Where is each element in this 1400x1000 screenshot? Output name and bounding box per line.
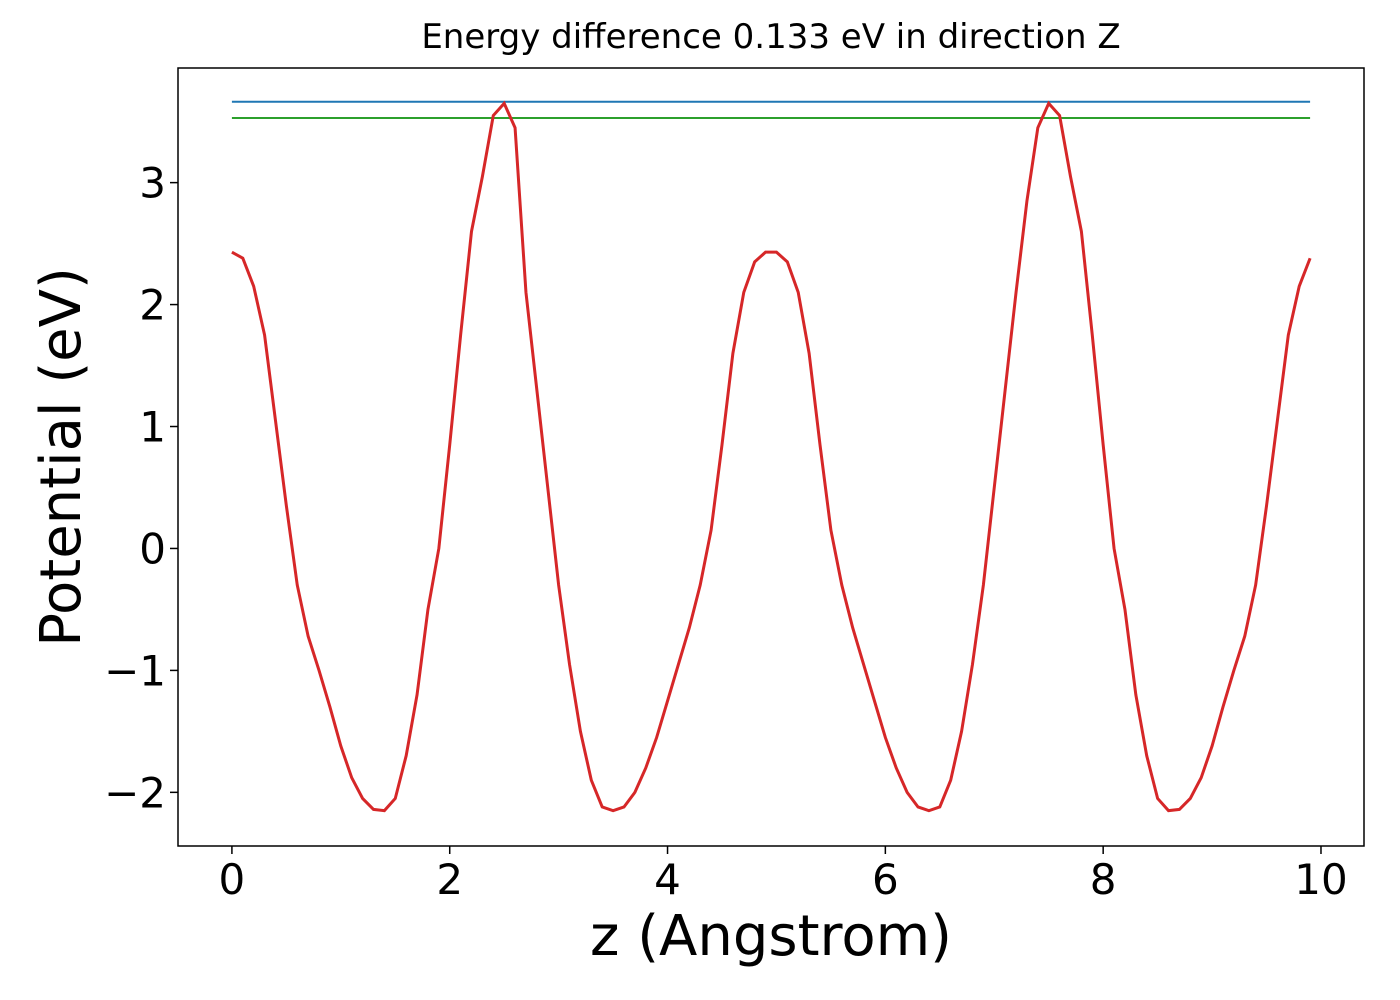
- y-tick-label: 2: [139, 281, 166, 330]
- chart-title: Energy difference 0.133 eV in direction …: [421, 17, 1120, 57]
- plot-frame: [177, 67, 1365, 847]
- y-tick-label: 1: [139, 403, 166, 452]
- x-tick-label: 0: [219, 855, 246, 904]
- y-tick-label: 0: [139, 524, 166, 573]
- y-axis-label: Potential (eV): [29, 267, 94, 647]
- x-axis-label: z (Angstrom): [590, 904, 952, 969]
- x-tick-label: 4: [654, 855, 681, 904]
- y-tick-label: 3: [139, 159, 166, 208]
- y-tick-label: −1: [104, 646, 166, 695]
- x-tick-label: 2: [436, 855, 463, 904]
- x-tick-label: 10: [1294, 855, 1347, 904]
- x-tick-label: 6: [872, 855, 899, 904]
- y-tick-label: −2: [104, 768, 166, 817]
- data-line: [231, 100, 1312, 813]
- x-tick-label: 8: [1090, 855, 1117, 904]
